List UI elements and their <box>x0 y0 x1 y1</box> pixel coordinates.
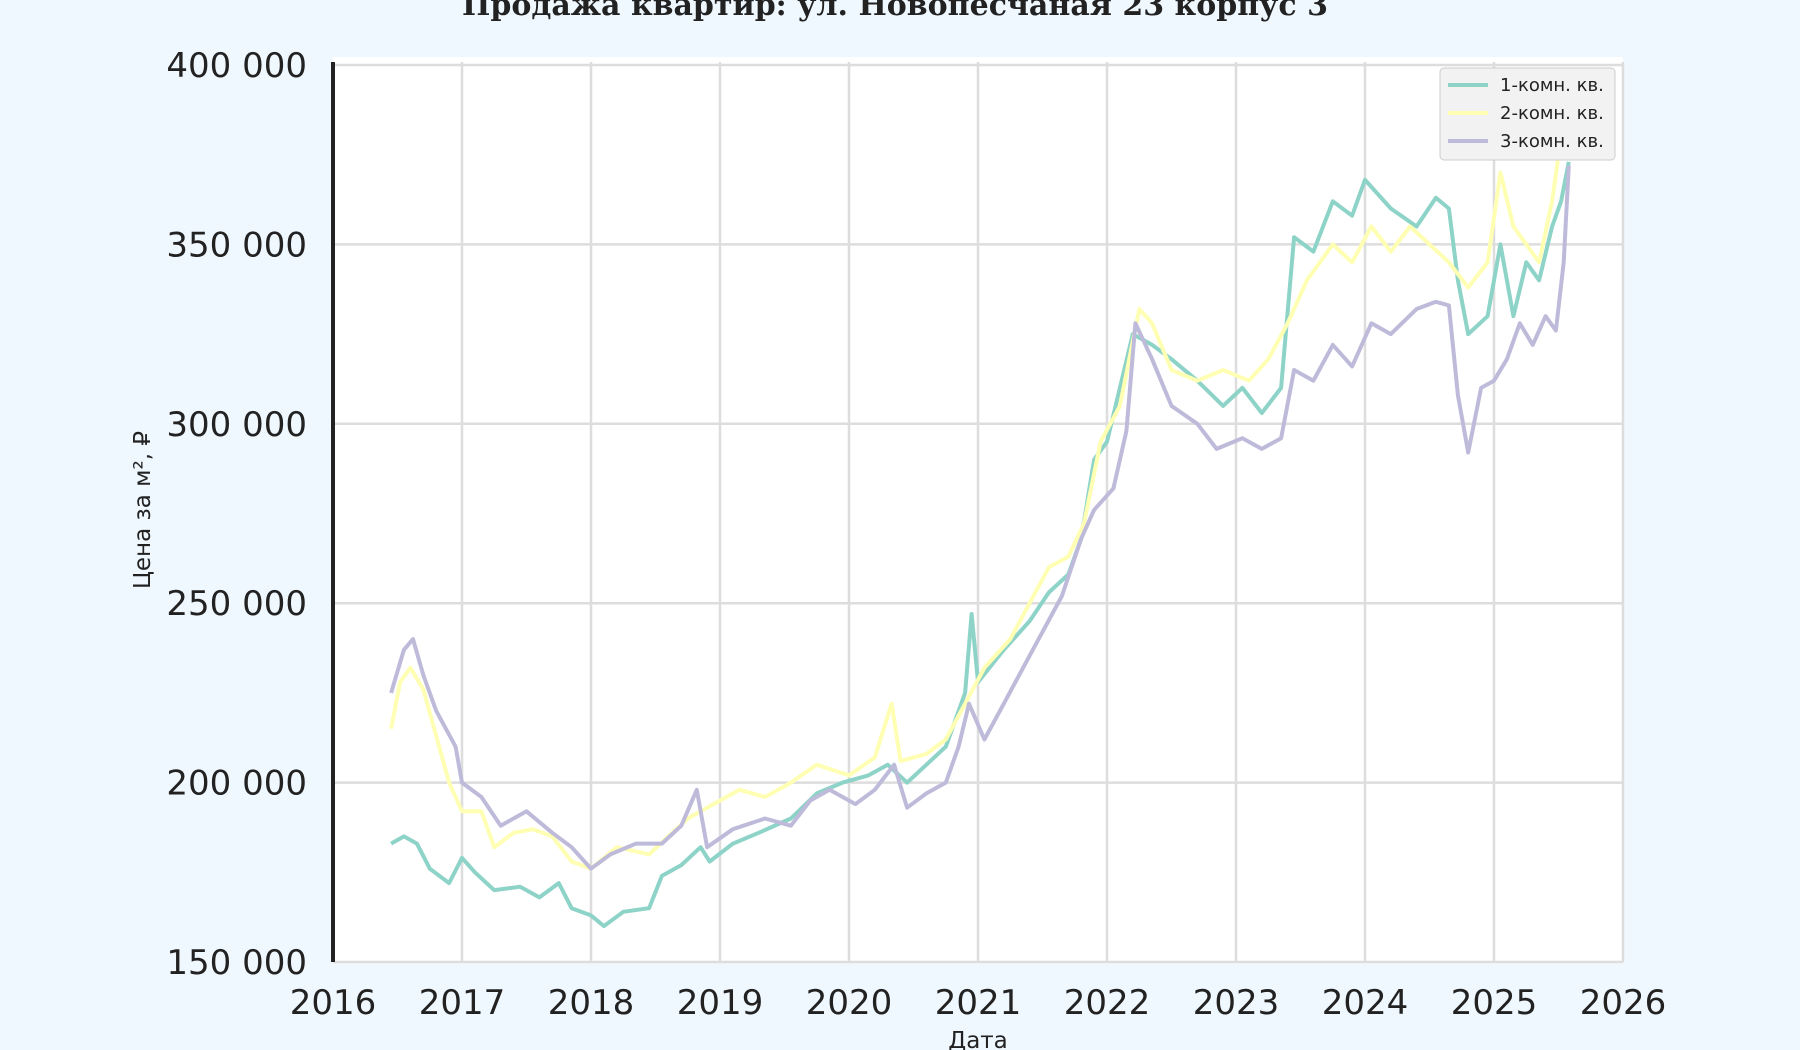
series-line-3 <box>389 165 1571 871</box>
chart-title: Продажа квартир: ул. Новопесчаная 23 кор… <box>462 0 1328 23</box>
y-tick-label: 300 000 <box>166 405 307 445</box>
x-tick-label: 2022 <box>1064 983 1151 1023</box>
y-tick-label: 150 000 <box>166 943 307 983</box>
x-tick-label: 2021 <box>935 983 1022 1023</box>
x-tick-label: 2020 <box>806 983 893 1023</box>
y-tick-labels: 150 000 200 000 250 000 300 000 350 000 400 0… <box>166 46 307 983</box>
y-axis-label: Цена за м², ₽ <box>130 431 156 589</box>
y-tick-label: 200 000 <box>166 764 307 804</box>
y-tick-label: 250 000 <box>166 584 307 624</box>
x-tick-label: 2023 <box>1193 983 1280 1023</box>
x-tick-label: 2018 <box>548 983 635 1023</box>
series-line-2 <box>389 100 1571 871</box>
legend-label: 3-комн. кв. <box>1500 131 1604 152</box>
x-tick-label: 2016 <box>290 983 377 1023</box>
series-line-1 <box>390 161 1571 929</box>
chart-legend: 1-комн. кв. 2-комн. кв. 3-комн. кв. <box>1439 67 1616 161</box>
x-axis-label: Дата <box>948 1028 1008 1050</box>
series-lines <box>389 100 1571 929</box>
legend-box <box>1439 67 1616 161</box>
legend-label: 2-комн. кв. <box>1500 103 1604 124</box>
y-tick-label: 350 000 <box>166 225 307 265</box>
x-tick-label: 2024 <box>1322 983 1409 1023</box>
x-tick-label: 2017 <box>419 983 506 1023</box>
x-tick-labels: 2016 2017 2018 2019 2020 2021 2022 2023 2024 2025… <box>290 983 1667 1023</box>
x-tick-label: 2026 <box>1580 983 1667 1023</box>
legend-label: 1-комн. кв. <box>1500 75 1604 96</box>
x-tick-label: 2019 <box>677 983 764 1023</box>
grid-lines <box>331 62 1625 964</box>
y-tick-label: 400 000 <box>166 46 307 86</box>
x-tick-label: 2025 <box>1451 983 1538 1023</box>
